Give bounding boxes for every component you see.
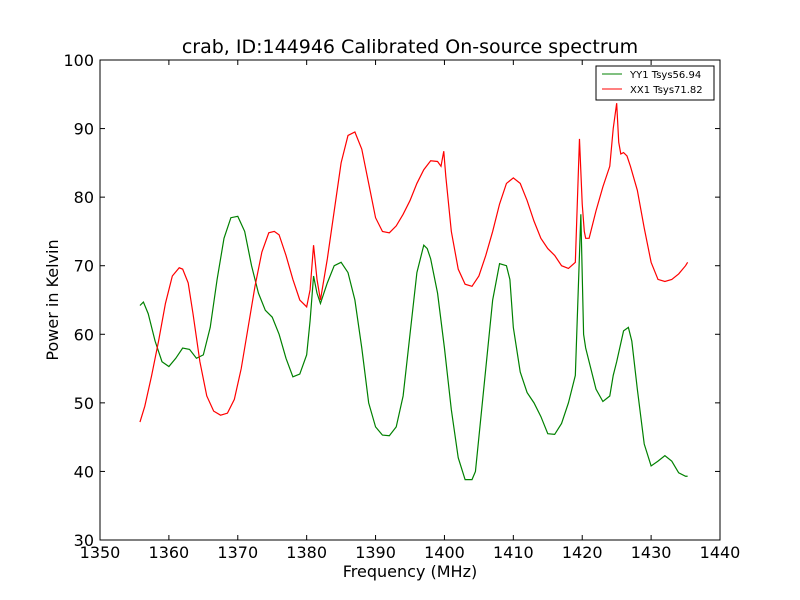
y-axis-label: Power in Kelvin — [43, 239, 62, 360]
y-tick-label: 30 — [74, 531, 94, 550]
x-tick-label: 1420 — [562, 543, 603, 562]
plot-area — [100, 60, 720, 540]
ticks-layer: 1350 1360 1370 1380 1390 1400 1410 1420 1430 1440… — [63, 51, 740, 562]
y-tick-label: 80 — [74, 188, 94, 207]
series-line-xx1 — [139, 103, 689, 423]
series-layer — [139, 103, 689, 481]
legend-box — [595, 65, 715, 101]
x-tick-label: 1430 — [631, 543, 672, 562]
x-tick-label: 1350 — [80, 543, 121, 562]
y-tick-label: 50 — [74, 394, 94, 413]
x-tick-label: 1370 — [217, 543, 258, 562]
x-tick-label: 1390 — [355, 543, 396, 562]
x-tick-label: 1410 — [493, 543, 534, 562]
legend-label-yy1: YY1 Tsys56.94 — [629, 70, 701, 81]
y-tick-label: 90 — [74, 120, 94, 139]
chart-title: crab, ID:144946 Calibrated On-source spe… — [182, 36, 638, 58]
y-tick-label: 40 — [74, 462, 94, 481]
x-tick-label: 1400 — [424, 543, 465, 562]
x-tick-label: 1380 — [286, 543, 327, 562]
x-axis-label: Frequency (MHz) — [343, 562, 477, 581]
legend-label-xx1: XX1 Tsys71.82 — [630, 85, 703, 96]
plot-frame — [99, 59, 721, 541]
x-tick-label: 1360 — [149, 543, 190, 562]
y-tick-label: 70 — [74, 257, 94, 276]
y-tick-label: 100 — [63, 51, 94, 70]
series-line-yy1 — [139, 214, 688, 481]
x-tick-label: 1440 — [700, 543, 741, 562]
y-tick-label: 60 — [74, 325, 94, 344]
legend: YY1 Tsys56.94 XX1 Tsys71.82 — [595, 65, 715, 101]
